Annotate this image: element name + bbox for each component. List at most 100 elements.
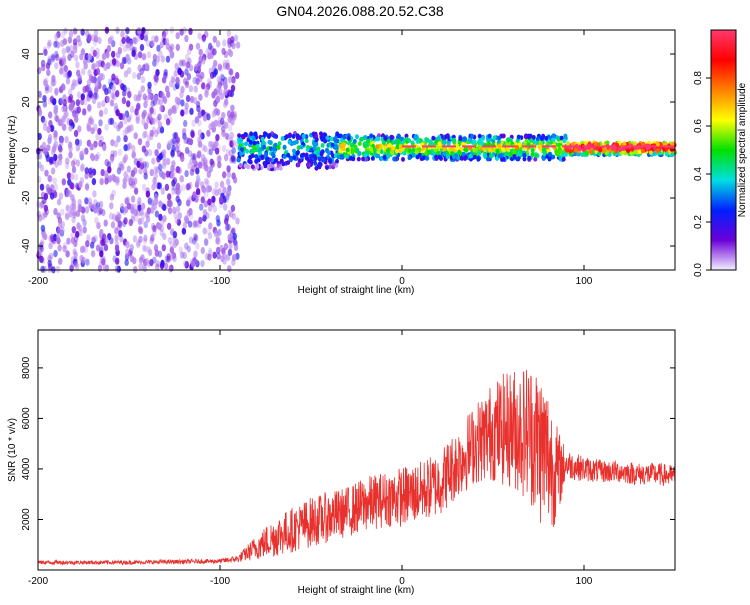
spectrogram-cell [204,252,210,261]
spectrogram-cell [140,76,146,84]
spectrogram-cell [126,202,132,210]
spectrogram-cell [311,131,316,137]
spectrogram-cell [65,157,70,165]
spectrogram-cell [136,72,142,80]
spectrogram-cell [215,108,221,116]
spectrogram-cell [167,237,173,245]
spectrogram-cell [442,151,447,157]
spectrogram-cell [88,87,93,95]
spectrogram-cell [197,136,202,144]
spectrogram-cell [189,107,194,115]
spectrogram-cell [331,161,336,167]
spectrogram-cell [154,75,159,83]
spectrogram-cell [541,156,546,161]
spectrogram-cell [58,257,63,265]
spectrogram-cell [323,138,328,144]
spectrogram-cell [208,148,213,156]
spectrogram-cell [224,121,229,129]
spectrogram-cell [44,86,50,94]
spectrogram-cell [158,153,163,161]
spectrogram-cell [212,251,217,259]
spectrogram-cell [123,117,128,125]
spectrogram-cell [361,156,366,162]
spectrogram-cell [526,134,531,140]
spectrogram-cell [537,144,542,150]
spectrogram-cell [75,144,81,152]
spectrogram-cell [67,88,73,96]
spectrogram-cell [214,147,220,155]
spectrogram-cell [101,258,106,266]
spectrogram-cell [160,219,165,227]
spectrogram-cell [125,27,130,35]
spectrogram-cell [495,148,500,154]
spectrogram-cell [110,91,116,99]
spectrogram-cell [83,98,88,106]
spectrogram-cell [93,206,98,214]
spectrogram-cell [240,147,244,152]
spectrogram-cell [39,240,44,248]
spectrogram-cell [522,156,527,162]
spectrogram-cell [47,58,52,66]
spectrogram-cell [141,27,146,35]
spectrogram-cell [152,177,157,185]
spectrogram-cell [276,145,281,150]
spectrogram-cell [114,265,120,273]
snr-frame [37,329,676,571]
spectrogram-cell [169,241,174,249]
spectrogram-cell [221,144,227,153]
spectrogram-cell [84,172,89,180]
spectrogram-cell [160,187,165,195]
spectrogram-cell [201,186,207,194]
spectrogram-cell [195,260,200,268]
spectrogram-cell [477,138,482,144]
spectrogram-cell [235,71,240,80]
spectrogram-cell [46,126,51,134]
spectrogram-cell [115,60,121,68]
y-tick-label: 40 [21,48,32,60]
spectrogram-cell [55,265,61,273]
spectrogram-cell [181,227,187,235]
spectrogram-cell [212,187,218,195]
spectrogram-cell [531,135,536,140]
spectrogram-cell [150,100,155,108]
spectrogram-cell [229,140,234,148]
spectrogram-cell [334,144,339,150]
spectrogram-cell [127,142,132,150]
spectrogram-cell [44,169,49,177]
spectrogram-cell [363,152,368,158]
spectrogram-cell [197,150,202,158]
spectrogram-cell [369,133,374,139]
spectrogram-cell [104,170,109,178]
spectrogram-cell [184,107,189,115]
spectrogram-cell [461,151,466,157]
spectrogram-cell [48,111,53,119]
spectrogram-cell [60,64,65,72]
spectrogram-cell [167,207,173,215]
spectrogram-cell [131,144,136,153]
spectrogram-cell [73,129,79,138]
spectrogram-cell [407,148,412,154]
spectrogram-cell [146,134,152,142]
spectrogram-cell [50,53,56,61]
spectrogram-cell [132,235,138,243]
spectrogram-cell [160,259,165,267]
spectrogram-cell [70,182,75,190]
spectrogram-cell [67,141,73,149]
spectrogram-cell [193,234,199,242]
spectrogram-cell [231,254,237,262]
spectrogram-cell [375,144,380,150]
spectrogram-cell [533,156,538,162]
spectrogram-cell [320,143,325,148]
spectrogram-cell [254,147,259,153]
spectrogram-cell [339,144,343,149]
spectrogram-cell [207,204,213,213]
spectrogram-cell [207,80,213,88]
spectrogram-cell [250,149,255,154]
spectrogram-cell [138,235,143,243]
spectrogram-cell [500,146,505,152]
spectrogram-cell [200,154,206,162]
spectrogram-cell [79,150,84,158]
spectrogram-cell [381,140,386,146]
spectrogram-cell [106,86,112,94]
spectrogram-cell [230,155,236,163]
